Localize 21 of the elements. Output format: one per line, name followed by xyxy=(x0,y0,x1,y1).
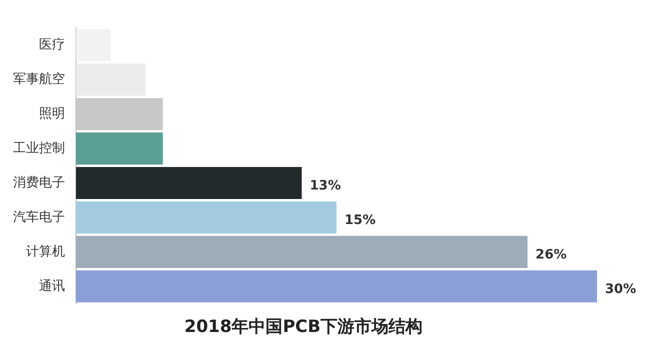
y-tick-label: 医疗 xyxy=(39,38,65,53)
y-tick-label: 通讯 xyxy=(39,278,65,294)
y-tick-label: 计算机 xyxy=(26,244,65,260)
bar xyxy=(76,29,111,62)
text: 2018年中国PCB下游市场结构 xyxy=(184,317,423,338)
bar xyxy=(76,236,528,268)
data-label: 13% xyxy=(310,178,341,194)
y-tick-label: 汽车电子 xyxy=(13,210,65,225)
y-tick-label: 工业控制 xyxy=(13,140,65,156)
data-label: 26% xyxy=(536,247,567,262)
bar xyxy=(76,132,163,165)
bar xyxy=(76,270,597,302)
bar xyxy=(76,98,163,130)
data-label: 30% xyxy=(605,282,636,297)
y-tick-label: 照明 xyxy=(39,106,65,122)
y-tick-label: 消费电子 xyxy=(13,175,65,190)
y-tick-label: 军事航空 xyxy=(13,72,65,88)
data-label: 15% xyxy=(344,212,376,228)
bar xyxy=(76,64,146,96)
bar xyxy=(76,167,302,200)
bar xyxy=(76,201,336,234)
